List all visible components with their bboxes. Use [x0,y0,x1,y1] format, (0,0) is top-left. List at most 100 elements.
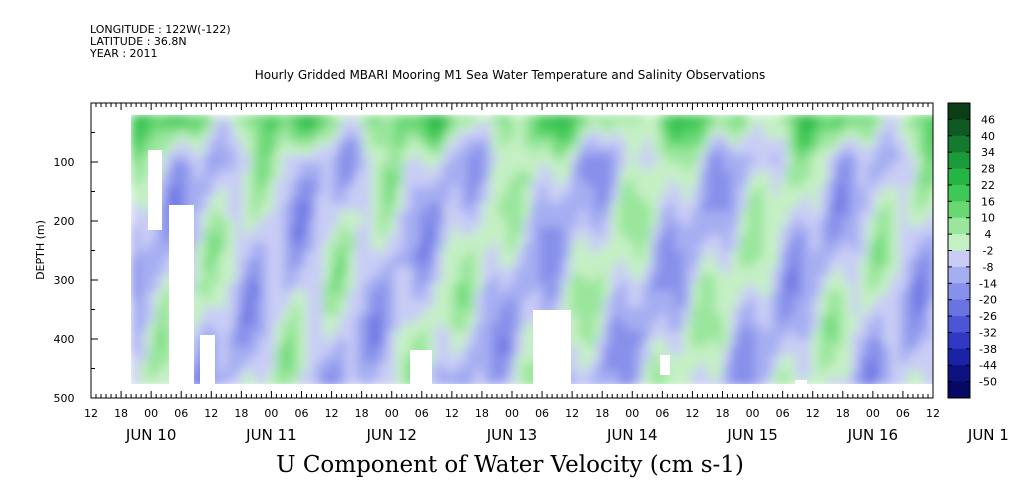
field-cell [299,162,308,172]
field-cell [251,378,260,387]
field-cell [827,218,836,228]
field-cell [667,346,676,356]
x-hour-label: 00 [144,407,158,420]
field-cell [763,378,772,387]
field-cell [579,114,588,124]
field-cell [443,354,452,364]
field-cell [475,218,484,228]
field-cell [763,346,772,356]
field-cell [707,242,716,252]
field-cell [299,330,308,340]
field-cell [731,178,740,188]
field-cell [627,218,636,228]
field-cell [275,178,284,188]
field-cell [659,378,668,387]
field-cell [747,306,756,316]
field-cell [395,250,404,260]
field-cell [899,122,908,132]
field-cell [427,306,436,316]
field-cell [851,378,860,387]
field-cell [483,210,492,220]
field-cell [619,250,628,260]
field-cell [331,266,340,276]
field-cell [875,202,884,212]
field-cell [915,274,924,284]
field-cell [707,290,716,300]
field-cell [403,186,412,196]
field-cell [579,218,588,228]
field-cell [707,234,716,244]
field-cell [739,178,748,188]
field-cell [283,250,292,260]
field-cell [835,194,844,204]
field-cell [227,274,236,284]
field-cell [339,250,348,260]
field-cell [499,322,508,332]
field-cell [779,250,788,260]
field-cell [299,258,308,268]
field-cell [243,306,252,316]
field-cell [811,178,820,188]
field-cell [563,258,572,268]
field-cell [155,370,164,380]
field-cell [499,218,508,228]
field-cell [283,298,292,308]
field-cell [683,218,692,228]
x-hour-label: 18 [595,407,609,420]
field-cell [387,186,396,196]
field-cell [595,138,604,148]
field-cell [763,306,772,316]
field-cell [819,138,828,148]
field-cell [923,354,932,364]
field-cell [691,370,700,380]
field-cell [227,226,236,236]
field-cell [275,210,284,220]
field-cell [251,226,260,236]
field-cell [627,130,636,140]
field-cell [371,338,380,348]
field-cell [635,258,644,268]
field-cell [219,146,228,156]
field-cell [299,250,308,260]
field-cell [283,186,292,196]
field-cell [795,226,804,236]
field-cell [363,170,372,180]
field-cell [203,114,212,124]
field-cell [347,338,356,348]
field-cell [579,314,588,324]
field-cell [451,330,460,340]
field-cell [315,274,324,284]
field-cell [435,242,444,252]
field-cell [635,122,644,132]
field-cell [555,194,564,204]
field-cell [755,234,764,244]
field-cell [867,146,876,156]
field-cell [371,330,380,340]
field-cell [347,306,356,316]
field-cell [483,322,492,332]
field-cell [595,154,604,164]
field-cell [611,258,620,268]
field-cell [187,178,196,188]
field-cell [635,266,644,276]
field-cell [883,274,892,284]
field-cell [291,122,300,132]
field-cell [715,330,724,340]
field-cell [259,290,268,300]
field-cell [635,194,644,204]
field-cell [267,130,276,140]
field-cell [675,210,684,220]
field-cell [251,186,260,196]
field-cell [739,346,748,356]
field-cell [339,330,348,340]
field-cell [459,338,468,348]
field-cell [347,146,356,156]
field-cell [347,210,356,220]
field-cell [443,298,452,308]
field-cell [523,154,532,164]
field-cell [491,242,500,252]
x-hour-label: 18 [355,407,369,420]
field-cell [627,154,636,164]
field-cell [371,314,380,324]
field-cell [219,114,228,124]
